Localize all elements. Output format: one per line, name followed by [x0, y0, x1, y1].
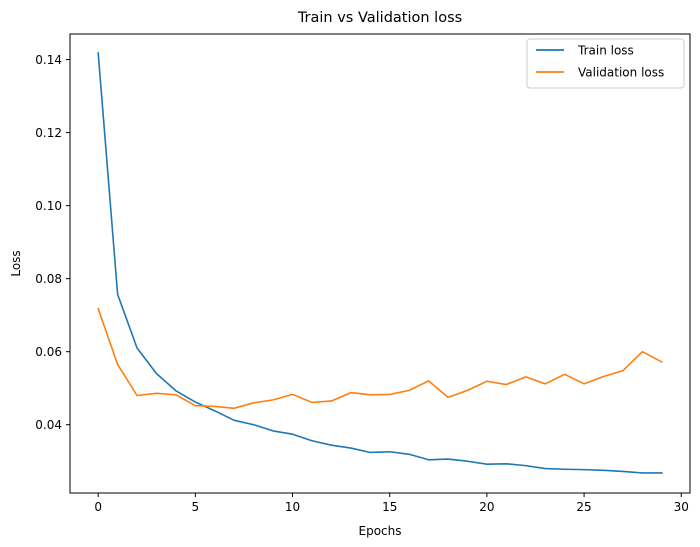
x-tick-label: 10: [285, 500, 300, 514]
x-tick-label: 25: [576, 500, 591, 514]
legend-box: [526, 38, 685, 89]
y-tick-label: 0.12: [35, 126, 62, 140]
x-tick-label: 0: [94, 500, 102, 514]
x-axis-label: Epochs: [359, 524, 402, 538]
x-tick-label: 30: [674, 500, 689, 514]
legend-label-validation: Validation loss: [578, 66, 664, 80]
legend-label-train: Train loss: [577, 44, 634, 58]
plot-frame: [69, 33, 691, 494]
series-line-validation: [97, 307, 663, 410]
chart-title: Train vs Validation loss: [297, 10, 462, 26]
axes-layer: 0 5 10 15 20 25 30 0.04 0.06 0.08 0.10 0.12 0.14: [35, 53, 689, 514]
series-layer: [97, 52, 663, 474]
series-line-train: [97, 52, 663, 474]
legend: Train loss Validation loss: [526, 38, 685, 89]
y-tick-label: 0.10: [35, 199, 62, 213]
y-tick-label: 0.06: [35, 345, 62, 359]
y-tick-label: 0.08: [35, 272, 62, 286]
x-tick-label: 20: [479, 500, 494, 514]
y-tick-label: 0.04: [35, 418, 62, 432]
x-tick-label: 15: [382, 500, 397, 514]
y-axis-label: Loss: [9, 250, 23, 276]
y-tick-label: 0.14: [35, 53, 62, 67]
x-tick-label: 5: [192, 500, 200, 514]
